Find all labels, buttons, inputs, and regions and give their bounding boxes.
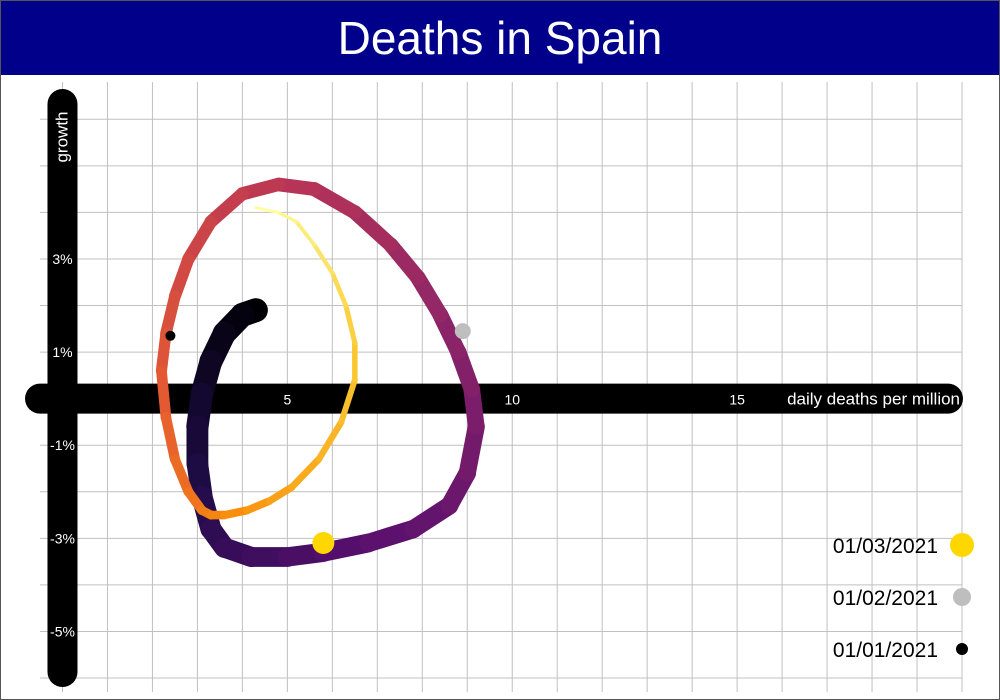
trajectory-segment bbox=[338, 377, 358, 425]
date-markers bbox=[165, 323, 471, 554]
trajectory-segment bbox=[160, 412, 181, 465]
x-axis-title: daily deaths per million bbox=[787, 390, 960, 409]
trajectory-segment bbox=[307, 182, 362, 220]
trajectory-segment bbox=[243, 497, 274, 515]
x-tick-label: 15 bbox=[729, 392, 745, 408]
legend: 01/03/2021 01/02/2021 01/01/2021 bbox=[833, 533, 974, 662]
trajectory-segment bbox=[254, 206, 280, 214]
date-marker bbox=[165, 330, 176, 341]
y-tick-label: -1% bbox=[50, 437, 75, 453]
trajectory-segment bbox=[204, 187, 249, 229]
trajectory-segment bbox=[312, 242, 335, 276]
x-tick-label: 10 bbox=[504, 392, 520, 408]
trajectory-segment bbox=[168, 252, 195, 303]
chart-title: Deaths in Spain bbox=[1, 1, 999, 75]
trajectory-segment bbox=[169, 454, 194, 497]
legend-marker bbox=[953, 588, 971, 606]
trajectory-segment bbox=[288, 455, 323, 491]
trajectory-segment bbox=[329, 270, 349, 308]
trajectory-segment bbox=[182, 215, 218, 266]
legend-label: 01/03/2021 bbox=[833, 535, 938, 558]
y-tick-label: 3% bbox=[52, 251, 72, 267]
y-axis-title: growth bbox=[52, 111, 71, 162]
trajectory-segment bbox=[265, 483, 296, 505]
trajectory-segment bbox=[156, 365, 172, 423]
y-tick-label: -5% bbox=[50, 623, 75, 639]
legend-marker bbox=[956, 643, 968, 655]
trajectory-segment bbox=[294, 219, 317, 247]
axes: 5 10 15 3% 1% -1% -3% -5% daily deaths per milli… bbox=[25, 89, 963, 687]
trajectory-segment bbox=[343, 302, 358, 346]
legend-label: 01/01/2021 bbox=[833, 639, 938, 662]
trajectory-segment bbox=[276, 210, 299, 224]
trajectory-segment bbox=[315, 418, 345, 463]
trajectory-segment bbox=[160, 290, 181, 340]
x-tick-label: 5 bbox=[283, 392, 291, 408]
date-marker bbox=[312, 531, 335, 554]
trajectory-path bbox=[155, 177, 485, 568]
trajectory-segment bbox=[155, 327, 172, 377]
trajectory-segment bbox=[347, 205, 399, 253]
legend-marker bbox=[950, 533, 974, 557]
y-tick-label: -3% bbox=[50, 530, 75, 546]
legend-label: 01/02/2021 bbox=[833, 587, 938, 610]
date-marker bbox=[454, 323, 471, 340]
y-tick-label: 1% bbox=[52, 344, 72, 360]
